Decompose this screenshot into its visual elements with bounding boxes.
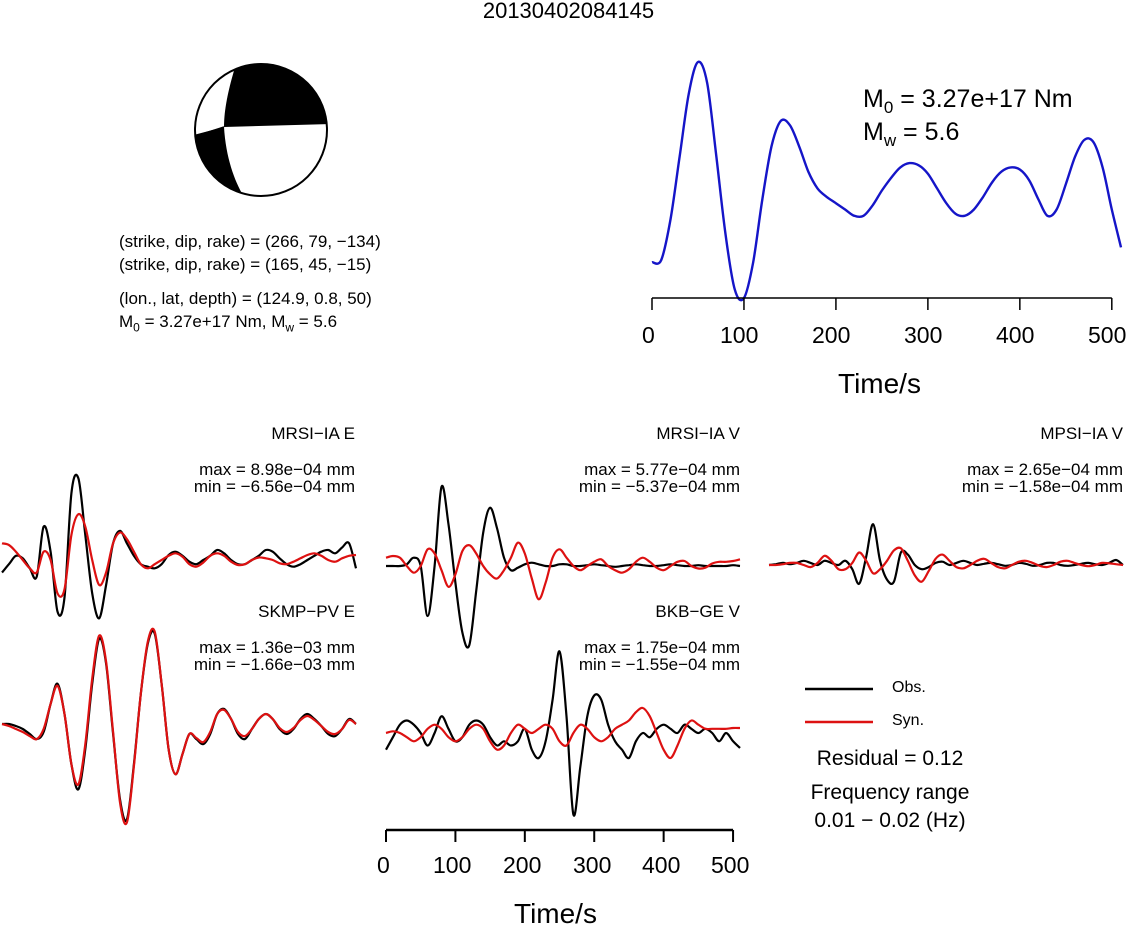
wave-tick-100: 100 [433, 852, 472, 878]
min-amp-mpsi-v: min = −1.58e−04 mm [961, 477, 1123, 496]
min-amp-skmp-e: min = −1.66e−03 mm [193, 655, 355, 674]
stf-tick-500: 500 [1088, 322, 1127, 348]
stf-mw-annotation: Mw = 5.6 [863, 118, 960, 150]
wave-xlabel: Time/s [514, 898, 597, 929]
min-amp-mrsi-e: min = −6.56e−04 mm [193, 477, 355, 496]
stf-tick-0: 0 [642, 322, 655, 348]
station-label-mpsi-v: MPSI−IA V [1040, 424, 1123, 443]
station-label-bkb-v: BKB−GE V [655, 602, 740, 621]
wave-tick-400: 400 [642, 852, 681, 878]
beachball-icon [194, 63, 328, 197]
waveform-panel [768, 523, 1124, 585]
nodal-plane-2: (strike, dip, rake) = (165, 45, −15) [119, 255, 372, 274]
legend-syn-label: Syn. [892, 712, 925, 729]
stf-m0-annotation: M0 = 3.27e+17 Nm [863, 85, 1073, 117]
waveform-panel [385, 650, 741, 817]
waveform-panel [1, 473, 358, 620]
obs-trace [768, 523, 1124, 585]
syn-trace [385, 541, 741, 601]
station-label-skmp-e: SKMP−PV E [258, 602, 355, 621]
stf-tick-300: 300 [904, 322, 943, 348]
syn-trace [385, 706, 741, 760]
stf-plot [651, 60, 1123, 310]
stf-tick-200: 200 [812, 322, 851, 348]
stf-xlabel: Time/s [838, 368, 921, 399]
moment-line: M0 = 3.27e+17 Nm, Mw = 5.6 [119, 312, 338, 335]
max-amp-mrsi-v: max = 5.77e−04 mm [584, 460, 740, 479]
hypocenter-info: (lon., lat, depth) = (124.9, 0.8, 50) [119, 289, 372, 308]
syn-trace [1, 627, 357, 826]
wave-tick-0: 0 [377, 852, 390, 878]
obs-trace [385, 484, 741, 649]
waveform-panel [385, 484, 741, 649]
wave-tick-200: 200 [503, 852, 542, 878]
frequency-range-title: Frequency range [810, 781, 970, 804]
stf-line [651, 60, 1123, 302]
obs-trace [385, 650, 741, 817]
residual-text: Residual = 0.12 [816, 747, 964, 770]
stf-tick-100: 100 [720, 322, 759, 348]
station-label-mrsi-v: MRSI−IA V [656, 424, 740, 443]
nodal-plane-1: (strike, dip, rake) = (266, 79, −134) [119, 232, 381, 251]
figure-title: 20130402084145 [482, 0, 655, 23]
syn-trace [768, 546, 1124, 583]
waveform-plots [1, 473, 1124, 826]
max-amp-mrsi-e: max = 8.98e−04 mm [199, 460, 355, 479]
max-amp-mpsi-v: max = 2.65e−04 mm [967, 460, 1123, 479]
wave-tick-300: 300 [573, 852, 612, 878]
obs-trace [1, 473, 358, 620]
min-amp-bkb-v: min = −1.55e−04 mm [578, 655, 740, 674]
wave-tick-500: 500 [711, 852, 750, 878]
max-amp-bkb-v: max = 1.75e−04 mm [584, 638, 740, 657]
waveform-time-axis [385, 828, 735, 842]
station-label-mrsi-e: MRSI−IA E [271, 424, 355, 443]
stf-tick-400: 400 [996, 322, 1035, 348]
syn-trace [1, 512, 357, 598]
legend-obs-label: Obs. [892, 679, 926, 696]
max-amp-skmp-e: max = 1.36e−03 mm [199, 638, 355, 657]
frequency-range-value: 0.01 − 0.02 (Hz) [814, 809, 966, 832]
waveform-panel [1, 627, 357, 826]
min-amp-mrsi-v: min = −5.37e−04 mm [578, 477, 740, 496]
